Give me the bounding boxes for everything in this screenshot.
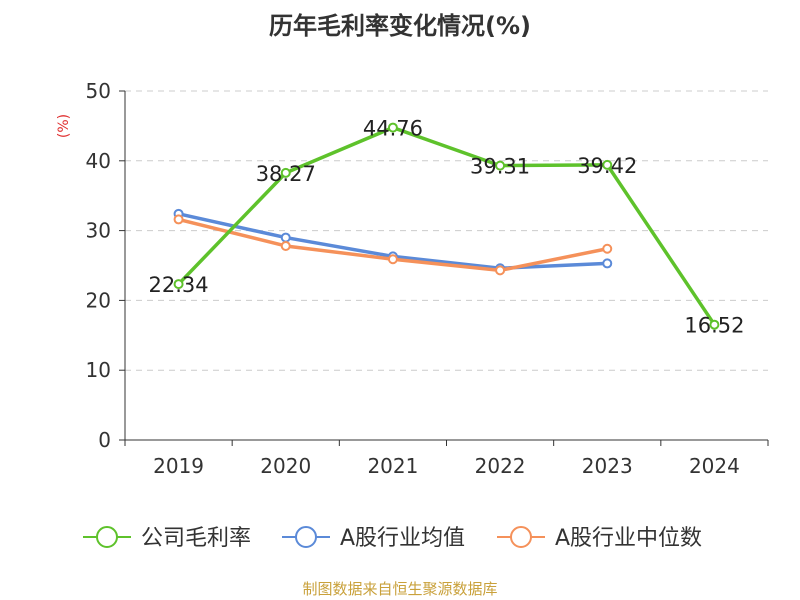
data-label: 39.31: [470, 155, 530, 179]
series-line: [177, 125, 716, 326]
data-point: [495, 160, 506, 171]
data-point: [495, 265, 506, 276]
data-point: [280, 232, 291, 243]
data-source-note: 制图数据来自恒生聚源数据库: [302, 580, 498, 598]
data-point: [709, 319, 720, 330]
x-tick-label: 2019: [153, 454, 204, 478]
y-tick-label: 20: [86, 288, 111, 312]
legend-item[interactable]: 公司毛利率: [83, 526, 251, 551]
data-point: [602, 159, 613, 170]
data-point: [602, 258, 613, 269]
y-tick-label: 30: [86, 219, 111, 243]
data-point: [387, 122, 398, 133]
axes: 0 10 20 30 40 50 2019 2020 2021 2022 2023 2024 (%): [56, 79, 769, 478]
data-label: 38.27: [256, 162, 316, 186]
data-labels: 22.34 38.27 44.76 39.31 39.42 16.52: [149, 117, 745, 338]
y-tick-label: 10: [86, 358, 111, 382]
y-tick-label: 40: [86, 149, 111, 173]
data-label: 39.42: [577, 154, 637, 178]
legend-label: A股行业均值: [340, 526, 465, 551]
data-point: [602, 243, 613, 254]
x-tick-label: 2020: [260, 454, 311, 478]
y-tick-label: 50: [86, 79, 111, 103]
legend-marker-circle: [295, 526, 317, 548]
legend-marker-circle: [510, 526, 532, 548]
legend-marker-circle: [96, 526, 118, 548]
x-tick-label: 2024: [689, 454, 740, 478]
legend[interactable]: 公司毛利率 A股行业均值 A股行业中位数: [83, 526, 702, 551]
series-lines: [173, 122, 720, 330]
data-label: 22.34: [149, 273, 209, 297]
data-point: [280, 240, 291, 251]
y-axis-title: (%): [56, 114, 72, 138]
x-tick-label: 2022: [475, 454, 526, 478]
data-point: [280, 167, 291, 178]
legend-label: 公司毛利率: [141, 526, 251, 551]
data-point: [387, 254, 398, 265]
gridlines: [125, 90, 768, 371]
chart-title: 历年毛利率变化情况(%): [269, 12, 531, 40]
legend-item[interactable]: A股行业中位数: [497, 526, 702, 551]
x-tick-label: 2021: [367, 454, 418, 478]
data-label: 44.76: [363, 117, 423, 141]
y-tick-label: 0: [98, 428, 111, 452]
data-point: [173, 214, 184, 225]
legend-item[interactable]: A股行业均值: [282, 526, 465, 551]
x-tick-label: 2023: [582, 454, 633, 478]
legend-label: A股行业中位数: [555, 526, 702, 551]
data-point: [173, 279, 184, 290]
data-label: 16.52: [684, 314, 744, 338]
